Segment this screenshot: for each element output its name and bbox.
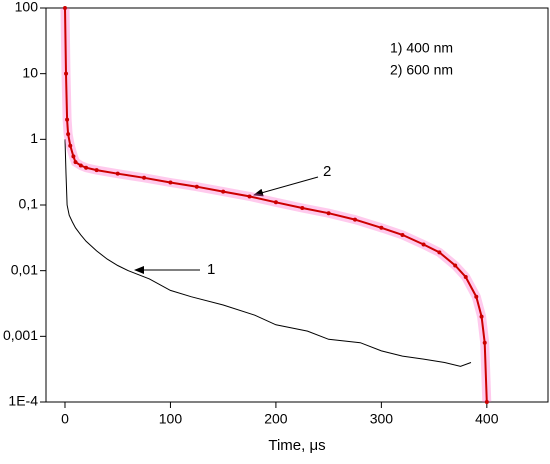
series-point xyxy=(379,225,384,230)
series-line xyxy=(64,139,472,367)
series-point xyxy=(194,184,199,189)
series-point xyxy=(115,171,120,176)
x-tick-label: 400 xyxy=(475,411,499,427)
series-point xyxy=(484,400,489,404)
series-point xyxy=(273,200,278,205)
annotation: 1 xyxy=(207,261,215,278)
y-tick-label: 0,001 xyxy=(3,327,38,343)
series-point xyxy=(463,275,468,280)
series-point xyxy=(479,314,484,319)
series-point xyxy=(437,250,442,255)
legend-entry: 1) 400 nm xyxy=(390,40,453,56)
x-tick-label: 300 xyxy=(370,411,394,427)
series-point xyxy=(247,194,252,199)
x-axis-label: Time, μs xyxy=(268,437,325,454)
series-point xyxy=(68,143,73,148)
series-point xyxy=(71,154,76,159)
series-point xyxy=(482,340,487,345)
series-point xyxy=(64,71,69,76)
series-point xyxy=(142,175,147,180)
y-tick-label: 100 xyxy=(15,0,39,15)
x-tick-label: 0 xyxy=(61,411,69,427)
series-point xyxy=(221,189,226,194)
series-point xyxy=(421,242,426,247)
x-tick-label: 100 xyxy=(159,411,183,427)
y-tick-label: 1E-4 xyxy=(8,393,38,409)
series-point xyxy=(66,132,71,137)
y-tick-label: 1 xyxy=(30,130,38,146)
x-tick-label: 200 xyxy=(264,411,288,427)
series-point xyxy=(65,117,70,122)
series-point xyxy=(73,160,78,165)
series-point xyxy=(168,180,173,185)
annotation: 2 xyxy=(323,163,331,180)
series-point xyxy=(62,6,67,10)
y-tick-label: 0,1 xyxy=(19,196,39,212)
legend-entry: 2) 600 nm xyxy=(390,62,453,78)
series-point xyxy=(300,206,305,211)
series-point xyxy=(400,232,405,237)
series-point xyxy=(326,211,331,216)
series-point xyxy=(453,263,458,268)
y-tick-label: 10 xyxy=(22,64,38,80)
series-point xyxy=(353,217,358,222)
arrow xyxy=(253,176,319,197)
series-point xyxy=(474,294,479,299)
y-tick-label: 0,01 xyxy=(11,261,38,277)
series-point xyxy=(84,165,89,170)
series-point xyxy=(78,163,83,168)
series-point xyxy=(94,168,99,173)
